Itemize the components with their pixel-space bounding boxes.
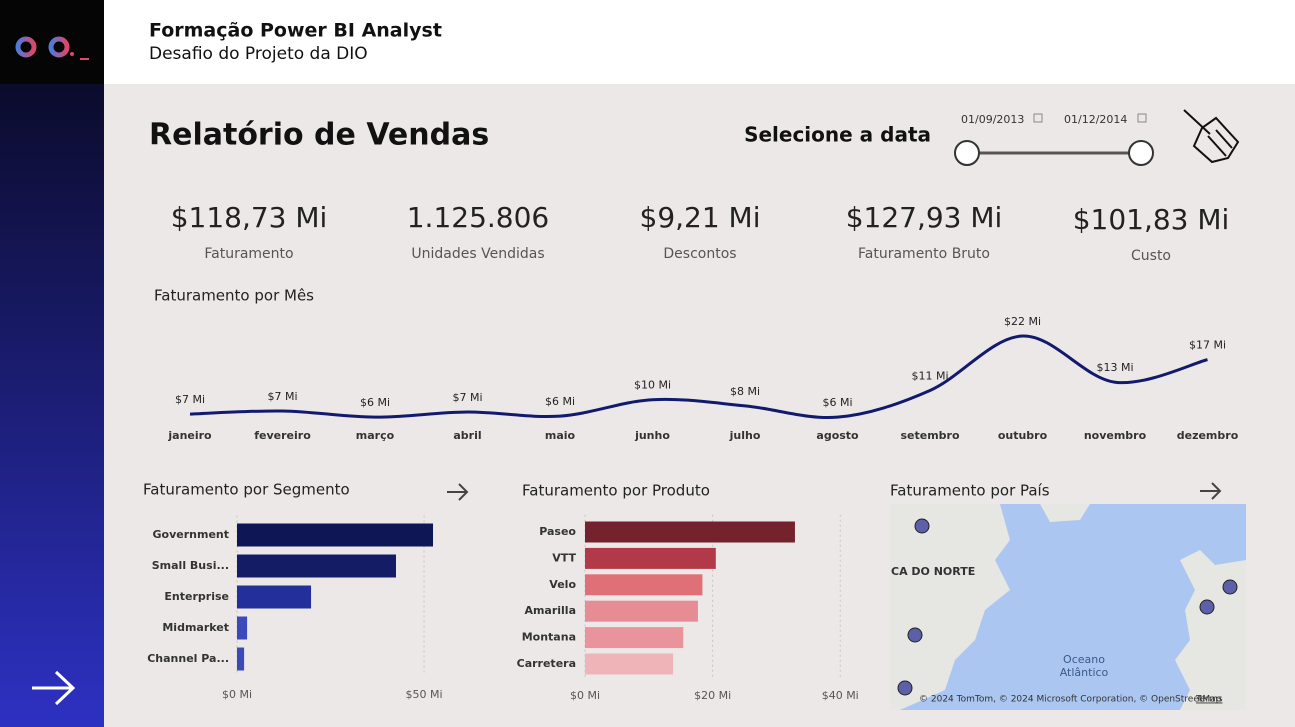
x-tick-label: $0 Mi (222, 688, 252, 701)
x-tick-label: agosto (816, 429, 859, 442)
x-tick-label: setembro (900, 429, 959, 442)
report-title: Relatório de Vendas (149, 118, 489, 153)
kpi-label: Faturamento Bruto (858, 246, 990, 262)
data-label: $7 Mi (452, 391, 482, 404)
y-tick-label: Small Busi... (152, 559, 229, 572)
x-tick-label: $20 Mi (694, 689, 731, 702)
x-tick-label: abril (453, 429, 481, 442)
x-tick-label: $0 Mi (570, 689, 600, 702)
slider-handle[interactable] (1128, 140, 1154, 166)
chart-title: Faturamento por Segmento (143, 481, 350, 499)
bar (585, 600, 698, 622)
data-label: $11 Mi (911, 369, 948, 382)
kpi-value: $101,83 Mi (1073, 203, 1230, 236)
y-tick-label: Amarilla (524, 604, 576, 617)
map-bubble[interactable] (907, 627, 923, 643)
date-end[interactable]: 01/12/2014 (1064, 113, 1127, 126)
bar (237, 554, 396, 578)
data-label: $6 Mi (545, 395, 575, 408)
y-tick-label: Montana (522, 631, 576, 644)
bar (237, 647, 245, 671)
y-tick-label: Midmarket (162, 621, 229, 634)
chart-title: Faturamento por Produto (522, 482, 710, 500)
bar (585, 574, 703, 596)
map-ocean-label: Atlântico (1060, 666, 1109, 679)
data-label: $22 Mi (1004, 315, 1041, 328)
bar (585, 521, 795, 543)
data-label: $6 Mi (822, 396, 852, 409)
kpi-label: Unidades Vendidas (411, 246, 544, 262)
x-tick-label: março (356, 429, 395, 442)
y-tick-label: Government (153, 528, 229, 541)
header-bg (0, 0, 1295, 84)
y-tick-label: Velo (549, 578, 576, 591)
kpi-label: Faturamento (204, 246, 293, 262)
bar (585, 627, 684, 649)
x-tick-label: novembro (1084, 429, 1147, 442)
map[interactable]: CA DO NORTE Oceano Atlântico © 2024 TomT… (890, 504, 1246, 710)
data-label: $17 Mi (1189, 339, 1226, 352)
map-bubble[interactable] (897, 680, 913, 696)
country-arrow[interactable] (1200, 482, 1222, 500)
logo (15, 34, 89, 60)
x-tick-label: janeiro (167, 429, 212, 442)
x-tick-label: junho (634, 429, 670, 442)
calendar-icon[interactable] (1033, 113, 1043, 123)
map-region-label: CA DO NORTE (891, 565, 975, 578)
map-bubble[interactable] (1222, 579, 1238, 595)
bar (237, 585, 312, 609)
map-land (890, 504, 1010, 710)
clear-filter-icon[interactable] (1183, 109, 1240, 164)
map-land (1040, 504, 1090, 522)
chart-title: Faturamento por Mês (154, 287, 314, 305)
x-tick-label: $40 Mi (822, 689, 859, 702)
x-tick-label: $50 Mi (406, 688, 443, 701)
nav-arrow[interactable] (32, 670, 76, 706)
date-label: Selecione a data (744, 123, 931, 147)
y-tick-label: Channel Pa... (147, 652, 229, 665)
data-label: $8 Mi (730, 385, 760, 398)
data-label: $7 Mi (267, 390, 297, 403)
data-label: $10 Mi (634, 379, 671, 392)
y-tick-label: Enterprise (164, 590, 229, 603)
segment-arrow[interactable] (447, 483, 469, 501)
sidebar (0, 84, 104, 727)
slider-handle[interactable] (954, 140, 980, 166)
map-bubble[interactable] (1199, 599, 1215, 615)
kpi-value: $118,73 Mi (171, 201, 328, 234)
kpi-label: Descontos (663, 246, 736, 262)
bar (237, 523, 434, 547)
y-tick-label: VTT (552, 551, 576, 564)
date-start[interactable]: 01/09/2013 (961, 113, 1024, 126)
map-ocean-label: Oceano (1063, 653, 1105, 666)
calendar-icon[interactable] (1137, 113, 1147, 123)
kpi-value: $127,93 Mi (846, 201, 1003, 234)
bar (237, 616, 248, 640)
map-terms[interactable]: Terms (1195, 695, 1223, 705)
bar (585, 547, 716, 569)
data-label: $13 Mi (1096, 361, 1133, 374)
line (189, 334, 1208, 420)
x-tick-label: maio (545, 429, 576, 442)
header-title: Formação Power BI Analyst (149, 20, 442, 42)
kpi-value: 1.125.806 (407, 201, 550, 234)
data-label: $6 Mi (360, 396, 390, 409)
bar (585, 653, 674, 675)
y-tick-label: Carretera (517, 657, 576, 670)
x-tick-label: dezembro (1177, 429, 1239, 442)
map-attribution: © 2024 TomTom, © 2024 Microsoft Corporat… (919, 695, 1222, 705)
kpi-value: $9,21 Mi (640, 201, 761, 234)
y-tick-label: Paseo (539, 525, 576, 538)
x-tick-label: julho (729, 429, 761, 442)
map-bubble[interactable] (914, 518, 930, 534)
header-subtitle: Desafio do Projeto da DIO (149, 44, 368, 64)
kpi-label: Custo (1131, 248, 1171, 264)
x-tick-label: fevereiro (254, 429, 311, 442)
map-title: Faturamento por País (890, 482, 1050, 500)
data-label: $7 Mi (175, 393, 205, 406)
x-tick-label: outubro (998, 429, 1048, 442)
